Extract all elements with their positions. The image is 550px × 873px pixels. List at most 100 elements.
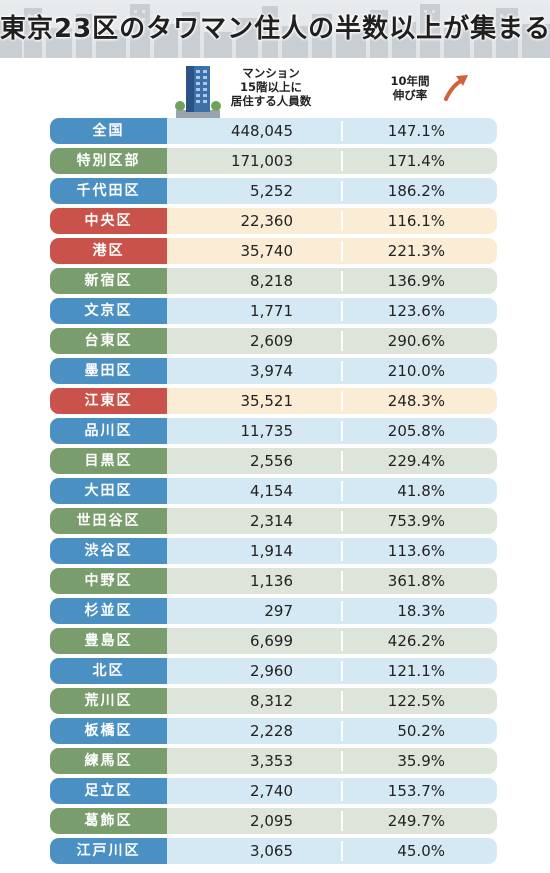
column-divider	[341, 151, 343, 171]
ward-name-cell: 品川区	[50, 418, 167, 444]
ward-name-cell: 中央区	[50, 208, 167, 234]
population-cell: 3,974	[167, 358, 341, 384]
column-divider	[341, 511, 343, 531]
population-cell: 2,095	[167, 808, 341, 834]
population-cell: 2,609	[167, 328, 341, 354]
table-row: 中野区 1,136 361.8%	[50, 568, 497, 594]
column-divider	[341, 271, 343, 291]
column-divider	[341, 661, 343, 681]
growth-value: 18.3%	[397, 602, 445, 620]
growth-cell: 248.3%	[343, 388, 497, 414]
table-row: 豊島区 6,699 426.2%	[50, 628, 497, 654]
population-column-label: マンション 15階以上に 居住する人員数	[230, 66, 312, 108]
table-row: 特別区部 171,003 171.4%	[50, 148, 497, 174]
population-cell: 8,312	[167, 688, 341, 714]
growth-value: 35.9%	[397, 752, 445, 770]
population-value: 1,914	[250, 542, 293, 560]
growth-value: 248.3%	[387, 392, 445, 410]
population-cell: 22,360	[167, 208, 341, 234]
population-value: 297	[264, 602, 293, 620]
table-row: 大田区 4,154 41.8%	[50, 478, 497, 504]
ward-name-cell: 豊島区	[50, 628, 167, 654]
growth-cell: 50.2%	[343, 718, 497, 744]
growth-value: 153.7%	[387, 782, 445, 800]
ward-name-cell: 板橋区	[50, 718, 167, 744]
population-cell: 297	[167, 598, 341, 624]
table-row: 渋谷区 1,914 113.6%	[50, 538, 497, 564]
growth-cell: 113.6%	[343, 538, 497, 564]
title-banner: 東京23区のタワマン住人の半数以上が集まる	[0, 0, 550, 58]
column-divider	[341, 601, 343, 621]
column-divider	[341, 571, 343, 591]
population-value: 1,771	[250, 302, 293, 320]
population-value: 1,136	[250, 572, 293, 590]
ward-name-cell: 荒川区	[50, 688, 167, 714]
growth-cell: 45.0%	[343, 838, 497, 864]
population-cell: 3,065	[167, 838, 341, 864]
column-divider	[341, 301, 343, 321]
growth-value: 249.7%	[387, 812, 445, 830]
ward-name-cell: 台東区	[50, 328, 167, 354]
ward-name-cell: 世田谷区	[50, 508, 167, 534]
population-cell: 1,136	[167, 568, 341, 594]
population-value: 22,360	[240, 212, 294, 230]
column-divider	[341, 331, 343, 351]
growth-cell: 186.2%	[343, 178, 497, 204]
growth-value: 122.5%	[387, 692, 445, 710]
ward-name-cell: 江戸川区	[50, 838, 167, 864]
table-row: 千代田区 5,252 186.2%	[50, 178, 497, 204]
population-cell: 2,228	[167, 718, 341, 744]
growth-cell: 116.1%	[343, 208, 497, 234]
growth-cell: 229.4%	[343, 448, 497, 474]
population-value: 35,521	[240, 392, 294, 410]
population-cell: 3,353	[167, 748, 341, 774]
population-value: 448,045	[230, 122, 293, 140]
column-divider	[341, 241, 343, 261]
growth-value: 171.4%	[387, 152, 445, 170]
table-row: 新宿区 8,218 136.9%	[50, 268, 497, 294]
growth-value: 753.9%	[387, 512, 445, 530]
table-row: 港区 35,740 221.3%	[50, 238, 497, 264]
population-value: 8,218	[250, 272, 293, 290]
growth-cell: 210.0%	[343, 358, 497, 384]
growth-value: 186.2%	[387, 182, 445, 200]
growth-value: 290.6%	[387, 332, 445, 350]
growth-value: 123.6%	[387, 302, 445, 320]
data-table: 全国 448,045 147.1% 特別区部 171,003 171.4% 千代田区 5,25…	[50, 118, 497, 868]
population-cell: 6,699	[167, 628, 341, 654]
table-row: 目黒区 2,556 229.4%	[50, 448, 497, 474]
population-value: 11,735	[240, 422, 294, 440]
population-value: 8,312	[250, 692, 293, 710]
column-divider	[341, 181, 343, 201]
population-cell: 1,771	[167, 298, 341, 324]
population-value: 2,960	[250, 662, 293, 680]
population-cell: 171,003	[167, 148, 341, 174]
table-row: 荒川区 8,312 122.5%	[50, 688, 497, 714]
population-cell: 1,914	[167, 538, 341, 564]
column-divider	[341, 721, 343, 741]
growth-value: 116.1%	[387, 212, 445, 230]
chart-title: 東京23区のタワマン住人の半数以上が集まる	[0, 14, 550, 44]
growth-cell: 147.1%	[343, 118, 497, 144]
column-divider	[341, 631, 343, 651]
table-row: 板橋区 2,228 50.2%	[50, 718, 497, 744]
tower-building-icon	[175, 66, 221, 118]
table-row: 文京区 1,771 123.6%	[50, 298, 497, 324]
ward-name-cell: 墨田区	[50, 358, 167, 384]
population-cell: 2,740	[167, 778, 341, 804]
growth-cell: 753.9%	[343, 508, 497, 534]
column-divider	[341, 391, 343, 411]
table-row: 品川区 11,735 205.8%	[50, 418, 497, 444]
growth-value: 121.1%	[387, 662, 445, 680]
ward-name-cell: 大田区	[50, 478, 167, 504]
ward-name-cell: 目黒区	[50, 448, 167, 474]
growth-value: 147.1%	[387, 122, 445, 140]
growth-value: 426.2%	[387, 632, 445, 650]
column-divider	[341, 691, 343, 711]
growth-cell: 290.6%	[343, 328, 497, 354]
column-divider	[341, 811, 343, 831]
up-arrow-icon	[444, 75, 468, 101]
population-cell: 4,154	[167, 478, 341, 504]
growth-value: 229.4%	[387, 452, 445, 470]
ward-name-cell: 北区	[50, 658, 167, 684]
